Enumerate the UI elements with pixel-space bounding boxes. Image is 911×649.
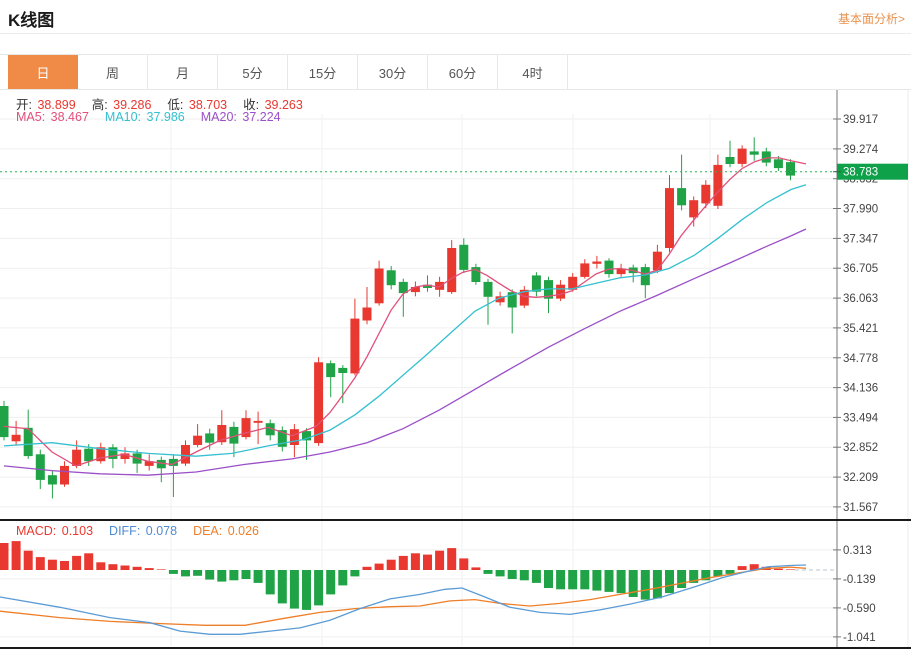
tab-interval-4[interactable]: 15分 (288, 55, 358, 89)
tab-interval-5[interactable]: 30分 (358, 55, 428, 89)
tab-interval-7[interactable]: 4时 (498, 55, 568, 89)
svg-text:34.778: 34.778 (843, 353, 878, 365)
svg-text:0.313: 0.313 (843, 545, 872, 557)
candles (0, 137, 795, 499)
current-price-badge: 38.783 (833, 163, 908, 180)
price-axis: 39.91739.27438.63237.99037.34736.70536.0… (833, 90, 909, 648)
page-title: K线图 (8, 11, 55, 30)
svg-text:36.063: 36.063 (843, 293, 878, 305)
svg-text:34.136: 34.136 (843, 383, 878, 395)
svg-text:39.274: 39.274 (843, 144, 879, 156)
tab-interval-6[interactable]: 60分 (428, 55, 498, 89)
tab-interval-3[interactable]: 5分 (218, 55, 288, 89)
svg-text:-0.139: -0.139 (843, 574, 876, 586)
svg-text:38.783: 38.783 (843, 167, 878, 179)
svg-text:32.209: 32.209 (843, 472, 878, 484)
svg-text:-0.590: -0.590 (843, 603, 876, 615)
macd-histogram (0, 541, 795, 610)
svg-text:36.705: 36.705 (843, 263, 878, 275)
fundamental-analysis-link[interactable]: 基本面分析> (837, 12, 905, 26)
ma5-line (3, 157, 807, 467)
svg-text:32.852: 32.852 (843, 442, 878, 454)
dea-line (0, 566, 807, 626)
svg-text:33.494: 33.494 (843, 412, 879, 424)
svg-text:37.990: 37.990 (843, 204, 878, 216)
svg-text:31.567: 31.567 (843, 502, 878, 514)
grid (0, 114, 837, 646)
interval-tabbar: 日周月 5分 15分 30分 60分 4时 (0, 54, 911, 90)
header: K线图 基本面分析> (0, 0, 911, 34)
macd-axis: 0.313 -0.139 -0.590 -1.041 (833, 545, 876, 644)
tab-interval-0[interactable]: 日 (8, 55, 78, 89)
ma10-line (3, 184, 807, 457)
svg-text:-1.041: -1.041 (843, 632, 876, 644)
tab-interval-2[interactable]: 月 (148, 55, 218, 89)
diff-line (0, 564, 807, 635)
chart-area[interactable]: 39.91739.27438.63237.99037.34736.70536.0… (0, 90, 911, 649)
panel-separators (0, 519, 911, 649)
svg-text:35.421: 35.421 (843, 323, 878, 335)
ma20-line (3, 228, 807, 476)
svg-text:37.347: 37.347 (843, 233, 878, 245)
svg-text:39.917: 39.917 (843, 114, 878, 126)
tab-interval-1[interactable]: 周 (78, 55, 148, 89)
kline-chart-canvas[interactable]: 39.91739.27438.63237.99037.34736.70536.0… (0, 90, 911, 649)
